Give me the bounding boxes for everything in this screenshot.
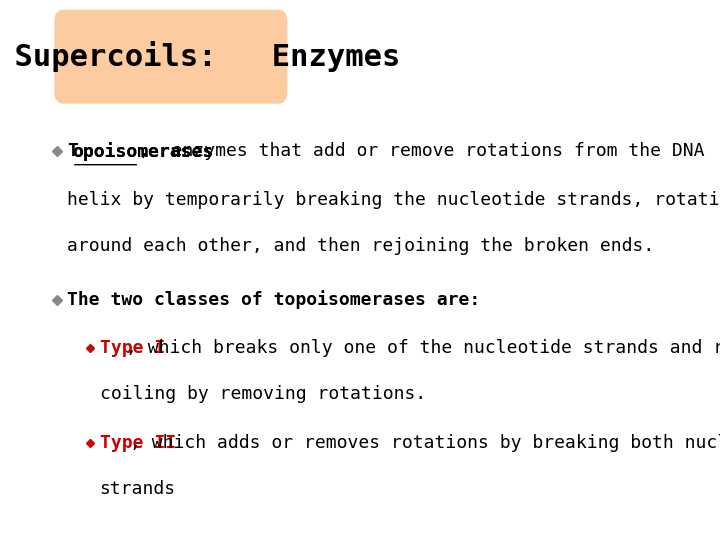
Text: , which adds or removes rotations by breaking both nucleotide: , which adds or removes rotations by bre…: [130, 434, 720, 452]
Text: Type I: Type I: [99, 339, 165, 357]
Text: around each other, and then rejoining the broken ends.: around each other, and then rejoining th…: [67, 237, 654, 255]
Text: strands: strands: [99, 480, 176, 498]
Text: opoisomerases: opoisomerases: [72, 141, 213, 161]
Text: DNA Supercoils:   Enzymes: DNA Supercoils: Enzymes: [0, 41, 400, 72]
Text: opoisomerases: opoisomerases: [72, 141, 213, 161]
FancyBboxPatch shape: [55, 11, 287, 103]
Text: ,  enzymes that add or remove rotations from the DNA: , enzymes that add or remove rotations f…: [139, 142, 705, 160]
Text: Type II: Type II: [99, 434, 176, 452]
Text: , which breaks only one of the nucleotide strands and reduces super: , which breaks only one of the nucleotid…: [126, 339, 720, 357]
Text: coiling by removing rotations.: coiling by removing rotations.: [99, 385, 426, 403]
Text: T: T: [67, 142, 78, 160]
Text: The two classes of topoisomerases are:: The two classes of topoisomerases are:: [67, 290, 480, 309]
Text: helix by temporarily breaking the nucleotide strands, rotating the ends: helix by temporarily breaking the nucleo…: [67, 191, 720, 209]
